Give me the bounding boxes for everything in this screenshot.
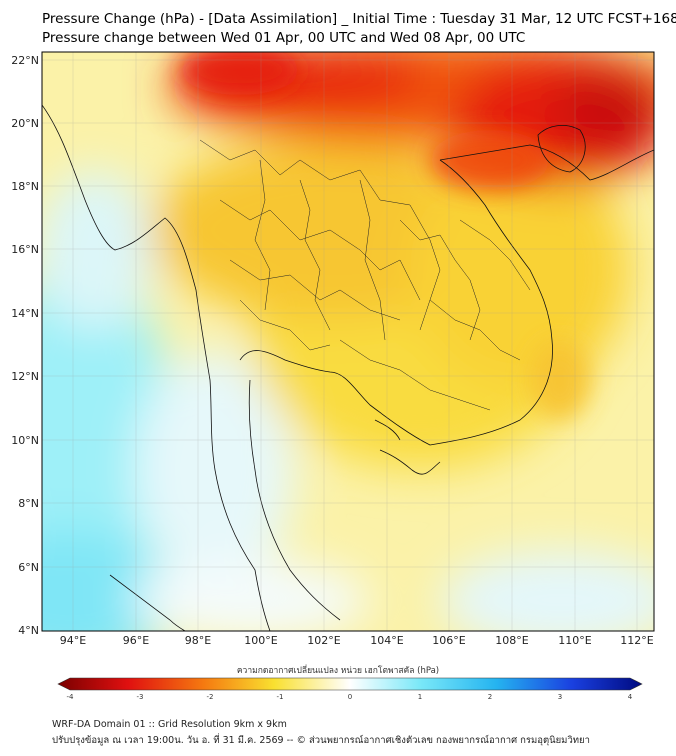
lon-tick-100: 100°E [244, 634, 277, 647]
model-info: WRF-DA Domain 01 :: Grid Resolution 9km … [52, 719, 287, 730]
cbar-tick--2: -2 [207, 693, 214, 701]
lon-tick-104: 104°E [370, 634, 403, 647]
lat-tick-22: 22°N [11, 54, 39, 67]
colorbar-scale [57, 677, 643, 691]
lon-tick-102: 102°E [307, 634, 340, 647]
update-credit: ปรับปรุงข้อมูล ณ เวลา 19:00น. วัน อ. ที่… [52, 735, 590, 746]
cbar-tick-3: 3 [558, 693, 562, 701]
coastlines [42, 104, 654, 631]
gridlines [42, 52, 654, 631]
lat-axis: 22°N 20°N 18°N 16°N 14°N 12°N 10°N 8°N 6… [11, 54, 39, 637]
lon-tick-98: 98°E [185, 634, 211, 647]
cbar-tick-2: 2 [488, 693, 492, 701]
lon-tick-96: 96°E [123, 634, 149, 647]
lat-tick-16: 16°N [11, 243, 39, 256]
lon-tick-94: 94°E [60, 634, 86, 647]
lat-tick-18: 18°N [11, 180, 39, 193]
map-frame [41, 51, 655, 632]
lat-tick-14: 14°N [11, 307, 39, 320]
cbar-tick--1: -1 [277, 693, 284, 701]
pressure-field [42, 52, 654, 631]
cbar-tick-4: 4 [628, 693, 633, 701]
lat-tick-4: 4°N [18, 624, 39, 637]
cbar-tick-0: 0 [348, 693, 352, 701]
lat-tick-20: 20°N [11, 117, 39, 130]
lat-tick-6: 6°N [18, 561, 39, 574]
map-subtitle: Pressure change between Wed 01 Apr, 00 U… [42, 30, 526, 46]
lon-tick-112: 112°E [620, 634, 653, 647]
colorbar: -4 -3 -2 -1 0 1 2 3 4 [57, 677, 643, 701]
lon-tick-110: 110°E [558, 634, 591, 647]
lat-tick-8: 8°N [18, 497, 39, 510]
colorbar-title: ความกดอากาศเปลี่ยนแปลง หน่วย เฮกโตพาสคัล… [236, 666, 440, 676]
province-borders [199, 139, 531, 411]
lon-tick-108: 108°E [495, 634, 528, 647]
cbar-tick-1: 1 [418, 693, 422, 701]
cbar-tick--4: -4 [67, 693, 75, 701]
map-title: Pressure Change (hPa) - [Data Assimilati… [42, 11, 676, 27]
lon-axis: 94°E 96°E 98°E 100°E 102°E 104°E 106°E 1… [60, 634, 654, 647]
lon-tick-106: 106°E [432, 634, 465, 647]
lat-tick-12: 12°N [11, 370, 39, 383]
cbar-tick--3: -3 [137, 693, 144, 701]
lat-tick-10: 10°N [11, 434, 39, 447]
